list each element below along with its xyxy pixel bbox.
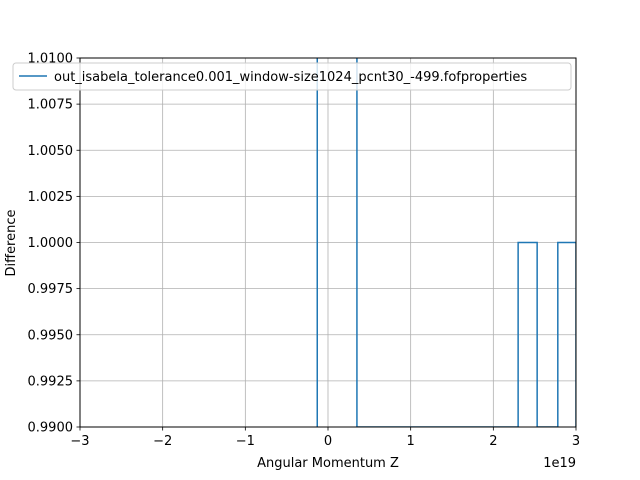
series-layer [316,58,576,427]
x-tick-label: −3 [70,434,89,449]
x-tick-label: 0 [324,434,332,449]
x-tick-label: −2 [153,434,172,449]
x-tick-label: 2 [489,434,497,449]
y-tick-label: 0.9950 [28,328,74,343]
x-axis-offset-label: 1e19 [543,456,576,471]
legend: out_isabela_tolerance0.001_window-size10… [12,62,572,91]
y-tick-label: 1.0075 [28,98,74,113]
x-axis-label: Angular Momentum Z [257,456,399,471]
y-tick-label: 1.0025 [28,190,74,205]
x-axis-ticks: −3 −2 −1 0 1 2 3 [70,427,580,449]
legend-label: out_isabela_tolerance0.001_window-size10… [54,70,527,85]
y-tick-label: 0.9900 [28,421,74,436]
y-axis-ticks: 0.9900 0.9925 0.9950 0.9975 1.0000 1.0025 1.00… [28,52,80,436]
x-tick-label: 3 [572,434,580,449]
y-tick-label: 1.0000 [28,236,74,251]
y-axis-label: Difference [4,209,19,276]
x-tick-label: −1 [236,434,255,449]
x-tick-label: 1 [407,434,415,449]
y-tick-label: 1.0050 [28,144,74,159]
series-line [316,58,576,427]
y-tick-label: 0.9925 [28,374,74,389]
y-tick-label: 0.9975 [28,282,74,297]
legend-box [12,62,572,91]
